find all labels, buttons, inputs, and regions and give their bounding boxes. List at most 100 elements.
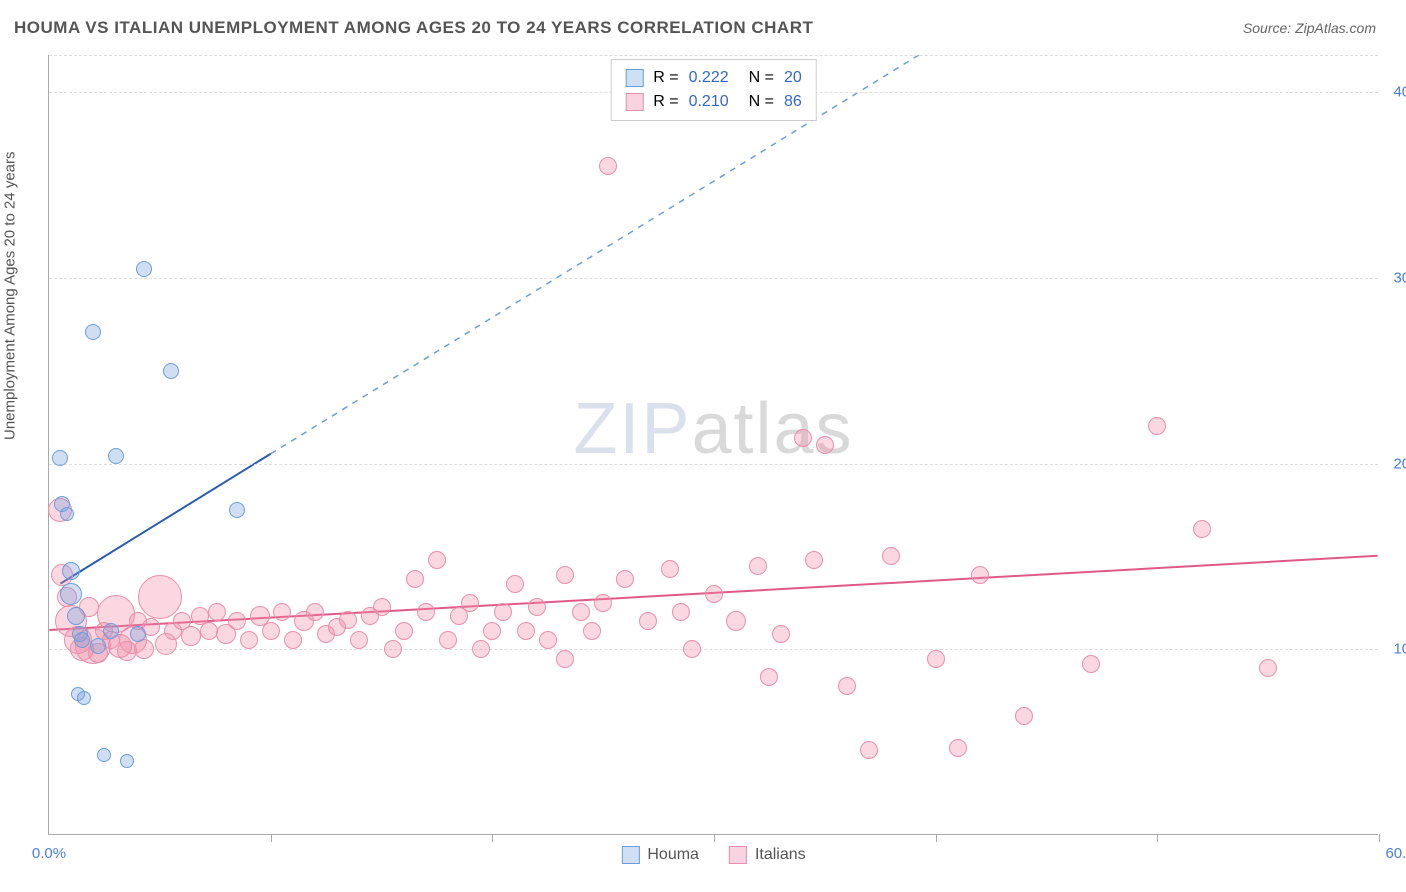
italians-point xyxy=(838,677,856,695)
italians-point xyxy=(350,631,368,649)
italians-point xyxy=(672,603,690,621)
houma-point xyxy=(60,507,74,521)
houma-swatch-icon xyxy=(621,846,639,864)
italians-point xyxy=(339,611,357,629)
italians-point xyxy=(556,566,574,584)
chart-area: ZIPatlas R = 0.222 N = 20 R = 0.210 N = … xyxy=(48,55,1378,835)
legend-item-italians: Italians xyxy=(729,846,806,864)
houma-point xyxy=(108,448,124,464)
italians-point xyxy=(472,640,490,658)
legend-item-houma: Houma xyxy=(621,846,699,864)
italians-point xyxy=(1015,707,1033,725)
y-tick-label: 20.0% xyxy=(1393,455,1406,472)
houma-point xyxy=(77,691,91,705)
houma-point xyxy=(120,754,134,768)
x-tick-label: 0.0% xyxy=(32,845,66,862)
italians-point xyxy=(461,594,479,612)
italians-point xyxy=(517,622,535,640)
italians-point xyxy=(284,631,302,649)
italians-point xyxy=(949,739,967,757)
italians-point xyxy=(1082,655,1100,673)
italians-point xyxy=(661,560,679,578)
italians-n-value: 86 xyxy=(784,93,802,111)
houma-point xyxy=(229,502,245,518)
italians-point xyxy=(406,570,424,588)
italians-point xyxy=(882,547,900,565)
italians-point xyxy=(138,575,182,619)
chart-title: HOUMA VS ITALIAN UNEMPLOYMENT AMONG AGES… xyxy=(14,18,813,38)
italians-point xyxy=(181,626,201,646)
watermark-atlas: atlas xyxy=(691,389,853,469)
italians-point xyxy=(200,622,218,640)
stat-r-label: R = xyxy=(653,93,678,111)
y-tick-label: 30.0% xyxy=(1393,269,1406,286)
italians-point xyxy=(494,603,512,621)
houma-swatch-icon xyxy=(625,69,643,87)
houma-point xyxy=(130,626,146,642)
houma-r-value: 0.222 xyxy=(689,69,729,87)
houma-point xyxy=(67,607,85,625)
x-tick xyxy=(1157,834,1158,842)
italians-point xyxy=(417,603,435,621)
x-tick xyxy=(936,834,937,842)
series-legend: Houma Italians xyxy=(621,846,805,864)
houma-point xyxy=(103,623,119,639)
italians-point xyxy=(384,640,402,658)
legend-label-houma: Houma xyxy=(647,846,699,864)
italians-point xyxy=(373,598,391,616)
houma-point xyxy=(52,450,68,466)
houma-point xyxy=(136,261,152,277)
italians-point xyxy=(927,650,945,668)
italians-point xyxy=(439,631,457,649)
italians-point xyxy=(794,429,812,447)
italians-point xyxy=(749,557,767,575)
italians-swatch-icon xyxy=(625,93,643,111)
stat-n-label: N = xyxy=(749,69,774,87)
italians-point xyxy=(639,612,657,630)
italians-point xyxy=(539,631,557,649)
italians-point xyxy=(860,741,878,759)
italians-point xyxy=(705,585,723,603)
houma-point xyxy=(60,583,82,605)
stats-legend: R = 0.222 N = 20 R = 0.210 N = 86 xyxy=(610,59,817,121)
italians-point xyxy=(395,622,413,640)
italians-point xyxy=(599,157,617,175)
watermark-zip: ZIP xyxy=(573,389,691,469)
italians-point xyxy=(306,603,324,621)
legend-label-italians: Italians xyxy=(755,846,806,864)
x-tick xyxy=(1379,834,1380,842)
houma-point xyxy=(85,324,101,340)
stats-row-italians: R = 0.210 N = 86 xyxy=(625,90,802,114)
houma-point xyxy=(90,638,106,654)
gridline xyxy=(49,649,1378,650)
italians-point xyxy=(683,640,701,658)
houma-point xyxy=(62,562,80,580)
italians-point xyxy=(760,668,778,686)
italians-point xyxy=(971,566,989,584)
italians-point xyxy=(240,631,258,649)
italians-point xyxy=(228,612,246,630)
stat-n-label: N = xyxy=(749,93,774,111)
italians-point xyxy=(506,575,524,593)
italians-point xyxy=(556,650,574,668)
italians-point xyxy=(273,603,291,621)
stat-r-label: R = xyxy=(653,69,678,87)
x-tick xyxy=(714,834,715,842)
italians-point xyxy=(1193,520,1211,538)
houma-n-value: 20 xyxy=(784,69,802,87)
x-tick-label: 60.0% xyxy=(1385,845,1406,862)
x-tick xyxy=(492,834,493,842)
y-axis-label: Unemployment Among Ages 20 to 24 years xyxy=(2,151,19,440)
italians-swatch-icon xyxy=(729,846,747,864)
italians-point xyxy=(1259,659,1277,677)
italians-point xyxy=(572,603,590,621)
gridline xyxy=(49,55,1378,56)
italians-r-value: 0.210 xyxy=(689,93,729,111)
stats-row-houma: R = 0.222 N = 20 xyxy=(625,66,802,90)
y-tick-label: 40.0% xyxy=(1393,84,1406,101)
gridline xyxy=(49,278,1378,279)
italians-point xyxy=(816,436,834,454)
gridline xyxy=(49,464,1378,465)
italians-point xyxy=(262,622,280,640)
houma-point xyxy=(163,363,179,379)
